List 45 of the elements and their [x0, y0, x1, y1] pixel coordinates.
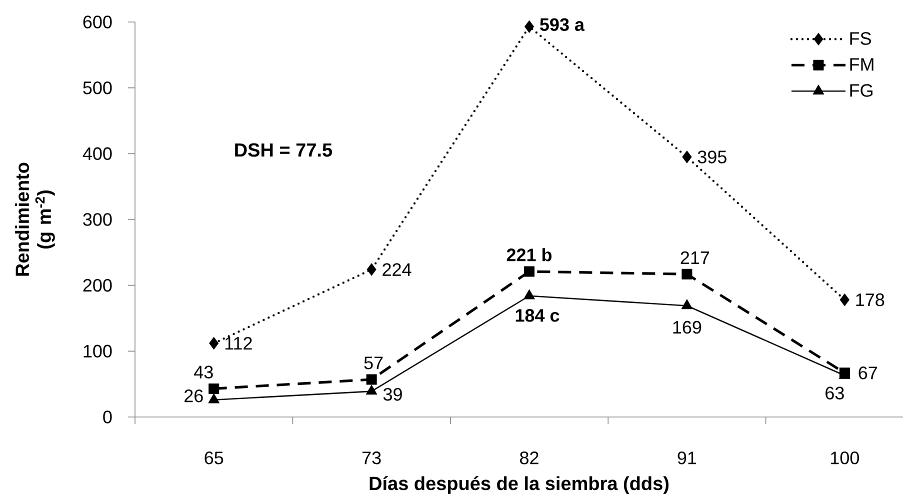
data-label: 593 a	[540, 18, 585, 31]
point	[208, 393, 220, 404]
data-label: 26	[184, 390, 203, 402]
y-tick-label: 600	[83, 16, 112, 28]
y-tick-label: 400	[82, 147, 112, 160]
point	[366, 384, 378, 395]
data-label: 224	[382, 263, 412, 276]
x-tick-label: 73	[362, 452, 381, 464]
x-tick-label: 100	[831, 452, 859, 464]
y-tick-label: 100	[84, 344, 112, 358]
point	[366, 374, 377, 385]
y-tick-label: 200	[83, 278, 112, 292]
data-label: 178	[856, 293, 884, 306]
data-label: 169	[673, 320, 702, 334]
point	[682, 268, 692, 280]
data-label: 395	[698, 150, 726, 164]
data-label: 39	[383, 388, 402, 401]
x-tick-label: 82	[520, 452, 538, 464]
data-label: 57	[364, 356, 383, 370]
data-label: 43	[194, 366, 213, 378]
legend-label: FM	[850, 58, 874, 71]
data-label: 184 c	[516, 309, 560, 322]
point	[682, 150, 692, 164]
data-label: 221 b	[506, 248, 552, 262]
x-axis-title: Días después de la siembra (dds)	[370, 476, 669, 494]
data-label: 112	[225, 336, 252, 350]
point	[209, 337, 219, 350]
point	[840, 294, 850, 306]
data-label: 63	[826, 386, 844, 400]
y-tick-label: 300	[83, 213, 112, 226]
point	[366, 263, 376, 276]
x-tick-label: 91	[678, 452, 696, 464]
legend-label: FG	[850, 84, 872, 97]
data-label: 67	[858, 366, 877, 380]
point	[524, 266, 535, 277]
point	[681, 299, 693, 310]
data-label: 217	[680, 251, 710, 264]
point	[524, 289, 535, 300]
legend-label: FS	[850, 32, 871, 45]
y-tick-label: 0	[103, 410, 112, 424]
point	[208, 383, 220, 394]
annotation: DSH = 77.5	[235, 143, 332, 157]
y-tick-label: 500	[83, 81, 112, 94]
x-tick-label: 65	[204, 452, 224, 464]
point	[524, 20, 534, 33]
